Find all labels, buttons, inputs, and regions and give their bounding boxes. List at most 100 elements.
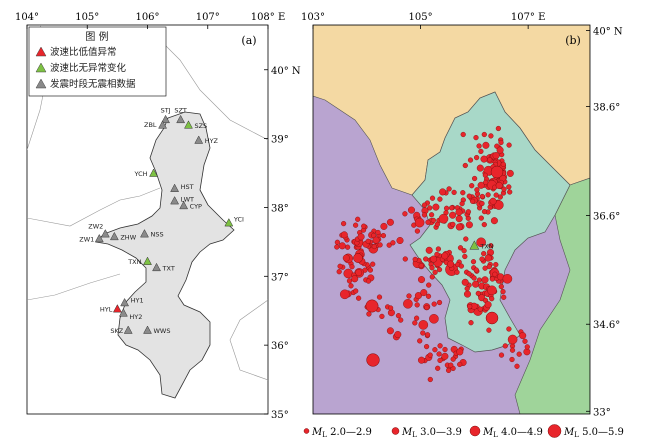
earthquake-epicenter: [427, 376, 433, 383]
station-marker: [158, 120, 167, 129]
earthquake-epicenter: [481, 131, 487, 138]
earthquake-epicenter: [474, 155, 480, 161]
earthquake-epicenter: [429, 195, 436, 201]
station-marker: [100, 229, 110, 238]
earthquake-epicenter: [348, 283, 354, 289]
earthquake-epicenter: [361, 223, 367, 229]
earthquake-epicenter: [502, 273, 513, 284]
station-wws: WWS: [143, 325, 170, 335]
earthquake-epicenter: [386, 242, 392, 248]
earthquake-epicenter: [370, 261, 376, 267]
earthquake-epicenter: [460, 131, 466, 138]
earthquake-epicenter: [341, 221, 347, 227]
station-marker: [152, 262, 161, 272]
station-marker: [170, 183, 180, 192]
earthquake-epicenter: [449, 211, 457, 219]
earthquake-epicenter: [477, 306, 483, 312]
earthquake-epicenter: [500, 161, 506, 167]
earthquake-epicenter: [480, 155, 488, 163]
station-label: HY2: [129, 313, 142, 321]
magnitude-symbol: [547, 424, 562, 438]
earthquake-epicenter: [376, 294, 383, 300]
earthquake-epicenter: [366, 353, 380, 367]
earthquake-epicenter: [436, 267, 443, 273]
earthquake-epicenter: [476, 164, 484, 172]
earthquake-epicenter: [386, 218, 394, 226]
earthquake-epicenter: [487, 285, 497, 296]
earthquake-epicenter: [458, 263, 465, 269]
earthquake-epicenter: [493, 262, 499, 268]
station-hy1: HY1: [120, 296, 144, 307]
earthquake-epicenter: [481, 251, 487, 257]
earthquake-epicenter: [395, 313, 402, 319]
earthquake-epicenter: [357, 233, 365, 241]
earthquake-epicenter: [414, 315, 420, 321]
earthquake-epicenter: [435, 246, 442, 252]
panel-b-label: (b): [565, 34, 581, 47]
earthquake-epicenter: [406, 293, 412, 299]
station-yci: YCI: [224, 216, 244, 227]
earthquake-epicenter: [353, 222, 359, 228]
station-ych: YCH: [133, 168, 158, 178]
earthquake-epicenter: [488, 133, 494, 139]
earthquake-epicenter: [379, 313, 385, 320]
earthquake-epicenter: [464, 290, 472, 298]
earthquake-epicenter: [437, 343, 443, 349]
earthquake-epicenter: [447, 260, 455, 268]
earthquake-epicenter: [420, 330, 426, 336]
station-szs: SZS: [184, 120, 207, 130]
earthquake-epicenter: [506, 184, 512, 190]
earthquake-epicenter: [487, 157, 493, 163]
earthquake-epicenter: [412, 320, 418, 326]
station-nss: NSS: [140, 229, 164, 239]
earthquake-epicenter: [403, 298, 413, 309]
station-stj: STJ: [161, 106, 171, 124]
earthquake-epicenter: [481, 276, 489, 284]
earthquake-epicenter: [366, 311, 372, 317]
station-txn: TXN: [469, 240, 494, 250]
earthquake-epicenter: [475, 290, 481, 297]
panel-b-map: TXN (b) 103° 105° 107° E 40° N 38.6° 36.6° 34.…: [301, 12, 623, 418]
earthquake-epicenter: [430, 255, 438, 263]
earthquake-epicenter: [365, 299, 379, 313]
earthquake-epicenter: [390, 240, 396, 246]
earthquake-epicenter: [472, 280, 480, 288]
station-marker: [94, 233, 104, 243]
earthquake-epicenter: [372, 236, 380, 244]
earthquake-epicenter: [365, 238, 371, 244]
earthquake-epicenter: [377, 242, 383, 248]
top-tick-label: 103°: [301, 12, 325, 23]
ningxia-outline: [95, 111, 235, 399]
station-marker: [149, 168, 158, 177]
earthquake-epicenter: [414, 217, 425, 228]
earthquake-epicenter: [441, 352, 449, 360]
earthquake-epicenter: [353, 253, 363, 263]
earthquake-epicenter: [430, 217, 437, 224]
earthquake-epicenter: [396, 236, 404, 244]
magnitude-legend-item: ML 5.0—5.9: [547, 424, 624, 439]
magnitude-legend-item: ML 3.0—3.9: [391, 427, 462, 439]
station-marker: [170, 196, 180, 205]
earthquake-epicenter: [488, 243, 494, 249]
station-marker: [140, 229, 149, 238]
earthquake-epicenter: [432, 203, 440, 211]
earthquake-epicenter: [481, 222, 487, 228]
earthquake-epicenter: [464, 286, 470, 292]
earthquake-epicenter: [398, 317, 404, 323]
right-tick-label: 37°: [271, 272, 289, 283]
earthquake-epicenter: [478, 215, 484, 221]
earthquake-epicenter: [457, 361, 463, 368]
station-marker: [120, 297, 130, 307]
earthquake-epicenter: [473, 267, 479, 273]
earthquake-epicenter: [386, 327, 394, 335]
earthquake-epicenter: [485, 192, 491, 198]
earthquake-epicenter: [402, 211, 408, 217]
station-label: ZHW: [120, 233, 136, 241]
magnitude-legend: ML 2.0—2.9 ML 3.0—3.9 ML 4.0—4.9 ML 5.0—5.9: [303, 424, 624, 439]
earthquake-epicenter: [479, 193, 485, 200]
earthquake-epicenter: [338, 242, 346, 250]
station-label: TXN: [479, 242, 493, 250]
earthquake-epicenter: [478, 148, 484, 155]
earthquake-epicenter: [442, 346, 448, 353]
